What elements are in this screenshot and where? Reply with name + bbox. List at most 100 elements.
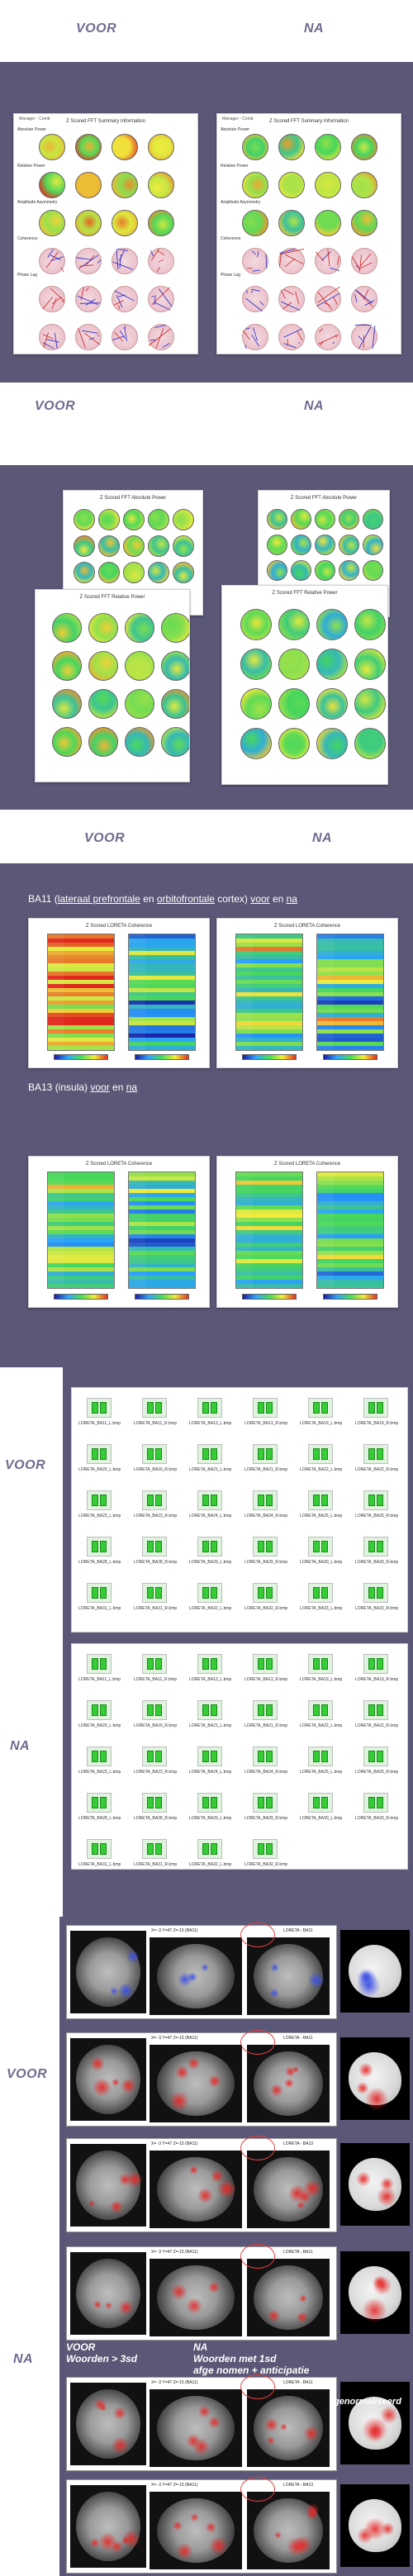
loreta-thumbnail[interactable]: LORETA_BA24_R.bmp xyxy=(243,1743,296,1786)
loreta-thumbnail[interactable]: LORETA_BA20_L.bmp xyxy=(77,1697,130,1740)
loreta-thumbnail[interactable]: LORETA_BA11_R.bmp xyxy=(132,1395,185,1438)
loreta-thumbnail[interactable]: LORETA_BA30_L.bmp xyxy=(298,1533,351,1576)
mri-slice xyxy=(150,2492,242,2569)
thumbnail-image xyxy=(308,1444,333,1464)
loreta-thumbnail[interactable]: LORETA_BA24_R.bmp xyxy=(243,1487,296,1530)
loreta-thumbnail[interactable]: LORETA_BA23_L.bmp xyxy=(77,1487,130,1530)
thumbnail-filename: LORETA_BA21_R.bmp xyxy=(244,1723,288,1728)
thumbnail-filename: LORETA_BA29_R.bmp xyxy=(244,1560,288,1565)
topomap-head xyxy=(242,210,268,236)
topomap-head xyxy=(75,324,102,350)
loreta-thumbnail[interactable]: LORETA_BA28_R.bmp xyxy=(132,1789,185,1832)
topomap-head xyxy=(339,560,359,581)
highlight-circle xyxy=(240,2030,275,2055)
loreta-thumbnail[interactable]: LORETA_BA25_R.bmp xyxy=(354,1487,406,1530)
colorbar xyxy=(242,1294,297,1300)
loreta-thumbnail[interactable]: LORETA_BA21_R.bmp xyxy=(243,1441,296,1484)
heatmap-left xyxy=(47,934,115,1051)
thumbnail-image xyxy=(197,1490,222,1510)
loreta-thumbnail[interactable]: LORETA_BA33_L.bmp xyxy=(298,1580,351,1623)
loreta-thumbnail[interactable]: LORETA_BA21_L.bmp xyxy=(188,1697,240,1740)
loreta-thumbnail[interactable]: LORETA_BA31_R.bmp xyxy=(132,1836,185,1879)
thumbnail-image xyxy=(87,1700,112,1720)
topomap-head xyxy=(242,134,268,160)
mri-panel: X= -3 Y=47 Z=-15 (BA11) LORETA - BA11 xyxy=(66,2244,337,2341)
loreta-thumbnail[interactable]: LORETA_BA31_R.bmp xyxy=(132,1580,185,1623)
topomap-head xyxy=(351,324,377,350)
thumbnail-filename: LORETA_BA11_R.bmp xyxy=(134,1677,177,1682)
thumbnail-image xyxy=(142,1537,167,1557)
loreta-thumbnail[interactable]: LORETA_BA25_L.bmp xyxy=(298,1487,351,1530)
thumbnail-image xyxy=(253,1398,278,1418)
loreta-thumbnail[interactable]: LORETA_BA30_R.bmp xyxy=(354,1789,406,1832)
mri-panel: X= -3 Y=47 Z=-15 (BA11) LORETA - BA13 xyxy=(66,2477,337,2574)
mri-slice xyxy=(247,2045,330,2122)
loreta-thumbnail[interactable]: LORETA_BA25_L.bmp xyxy=(298,1743,351,1786)
loreta-thumbnail[interactable]: LORETA_BA32_R.bmp xyxy=(243,1580,296,1623)
thumbnail-image xyxy=(142,1398,167,1418)
thumbnail-filename: LORETA_BA19_L.bmp xyxy=(300,1421,343,1426)
topomap-grid xyxy=(242,134,377,350)
thumbnail-filename: LORETA_BA13_R.bmp xyxy=(244,1421,288,1426)
topomap-grid xyxy=(39,134,174,350)
loreta-thumbnail[interactable]: LORETA_BA29_L.bmp xyxy=(188,1789,240,1832)
section-header-1: VOOR NA xyxy=(0,0,413,62)
loreta-thumbnail[interactable]: LORETA_BA28_L.bmp xyxy=(77,1789,130,1832)
loreta-thumbnail[interactable]: LORETA_BA33_R.bmp xyxy=(354,1580,406,1623)
loreta-thumbnail[interactable]: LORETA_BA23_R.bmp xyxy=(132,1743,185,1786)
loreta-thumbnail[interactable]: LORETA_BA21_R.bmp xyxy=(243,1697,296,1740)
loreta-thumbnail[interactable]: LORETA_BA23_R.bmp xyxy=(132,1487,185,1530)
topomap-head xyxy=(148,248,174,274)
loreta-thumbnail[interactable]: LORETA_BA22_L.bmp xyxy=(298,1697,351,1740)
loreta-thumbnail[interactable]: LORETA_BA31_L.bmp xyxy=(77,1580,130,1623)
loreta-thumbnail[interactable]: LORETA_BA32_L.bmp xyxy=(188,1580,240,1623)
thumbnail-filename: LORETA_BA25_R.bmp xyxy=(355,1514,399,1519)
loreta-thumbnail[interactable]: LORETA_BA19_R.bmp xyxy=(354,1395,406,1438)
loreta-thumbnail[interactable]: LORETA_BA13_L.bmp xyxy=(188,1651,240,1694)
loreta-thumbnail[interactable]: LORETA_BA20_L.bmp xyxy=(77,1441,130,1484)
thumbnail-image xyxy=(142,1839,167,1859)
loreta-thumbnail[interactable]: LORETA_BA20_R.bmp xyxy=(132,1441,185,1484)
loreta-thumbnail[interactable]: LORETA_BA32_R.bmp xyxy=(243,1836,296,1879)
loreta-thumbnail[interactable]: LORETA_BA19_L.bmp xyxy=(298,1651,351,1694)
thumbnail-image xyxy=(308,1654,333,1674)
loreta-thumbnail[interactable]: LORETA_BA29_R.bmp xyxy=(243,1533,296,1576)
loreta-thumbnail[interactable]: LORETA_BA28_L.bmp xyxy=(77,1533,130,1576)
thumbnail-filename: LORETA_BA20_R.bmp xyxy=(134,1467,178,1472)
loreta-thumbnail[interactable]: LORETA_BA30_L.bmp xyxy=(298,1789,351,1832)
loreta-thumbnail[interactable]: LORETA_BA30_R.bmp xyxy=(354,1533,406,1576)
loreta-thumbnail[interactable]: LORETA_BA22_R.bmp xyxy=(354,1697,406,1740)
loreta-thumbnail[interactable]: LORETA_BA21_L.bmp xyxy=(188,1441,240,1484)
colorbar xyxy=(135,1054,189,1060)
loreta-thumbnail[interactable]: LORETA_BA19_L.bmp xyxy=(298,1395,351,1438)
loreta-thumbnail[interactable]: LORETA_BA13_R.bmp xyxy=(243,1651,296,1694)
loreta-thumbnail[interactable]: LORETA_BA24_L.bmp xyxy=(188,1487,240,1530)
loreta-thumbnail[interactable]: LORETA_BA31_L.bmp xyxy=(77,1836,130,1879)
thumbnail-filename: LORETA_BA19_R.bmp xyxy=(355,1421,399,1426)
loreta-thumbnail[interactable]: LORETA_BA11_L.bmp xyxy=(77,1395,130,1438)
loreta-thumbnail[interactable]: LORETA_BA19_R.bmp xyxy=(354,1651,406,1694)
mri-slice xyxy=(247,2151,330,2228)
loreta-thumbnail[interactable]: LORETA_BA13_L.bmp xyxy=(188,1395,240,1438)
thumbnail-filename: LORETA_BA20_L.bmp xyxy=(78,1467,121,1472)
loreta-thumbnail[interactable]: LORETA_BA28_R.bmp xyxy=(132,1533,185,1576)
thumbnail-filename: LORETA_BA25_L.bmp xyxy=(300,1770,343,1775)
topomap-head xyxy=(173,562,194,583)
loreta-thumbnail[interactable]: LORETA_BA22_L.bmp xyxy=(298,1441,351,1484)
loreta-thumbnail[interactable]: LORETA_BA23_L.bmp xyxy=(77,1743,130,1786)
loreta-thumbnail[interactable]: LORETA_BA29_L.bmp xyxy=(188,1533,240,1576)
loreta-thumbnail[interactable]: LORETA_BA25_R.bmp xyxy=(354,1743,406,1786)
loreta-thumbnail[interactable]: LORETA_BA32_L.bmp xyxy=(188,1836,240,1879)
loreta-thumbnail[interactable]: LORETA_BA13_R.bmp xyxy=(243,1395,296,1438)
loreta-thumbnail[interactable]: LORETA_BA29_R.bmp xyxy=(243,1789,296,1832)
loreta-thumbnail[interactable]: LORETA_BA22_R.bmp xyxy=(354,1441,406,1484)
mri-coord: X= -3 Y=47 Z=-15 (BA11) xyxy=(151,2250,198,2255)
topomap-head xyxy=(315,509,335,530)
loreta-thumbnail[interactable]: LORETA_BA11_R.bmp xyxy=(132,1651,185,1694)
sheet-header: Manager - Comb xyxy=(19,116,50,121)
loreta-thumbnail[interactable]: LORETA_BA11_L.bmp xyxy=(77,1651,130,1694)
thumbnail-filename: LORETA_BA21_L.bmp xyxy=(189,1467,232,1472)
loreta-thumbnail[interactable]: LORETA_BA20_R.bmp xyxy=(132,1697,185,1740)
loreta-thumbnail[interactable]: LORETA_BA24_L.bmp xyxy=(188,1743,240,1786)
thumbnail-filename: LORETA_BA29_L.bmp xyxy=(189,1816,232,1821)
